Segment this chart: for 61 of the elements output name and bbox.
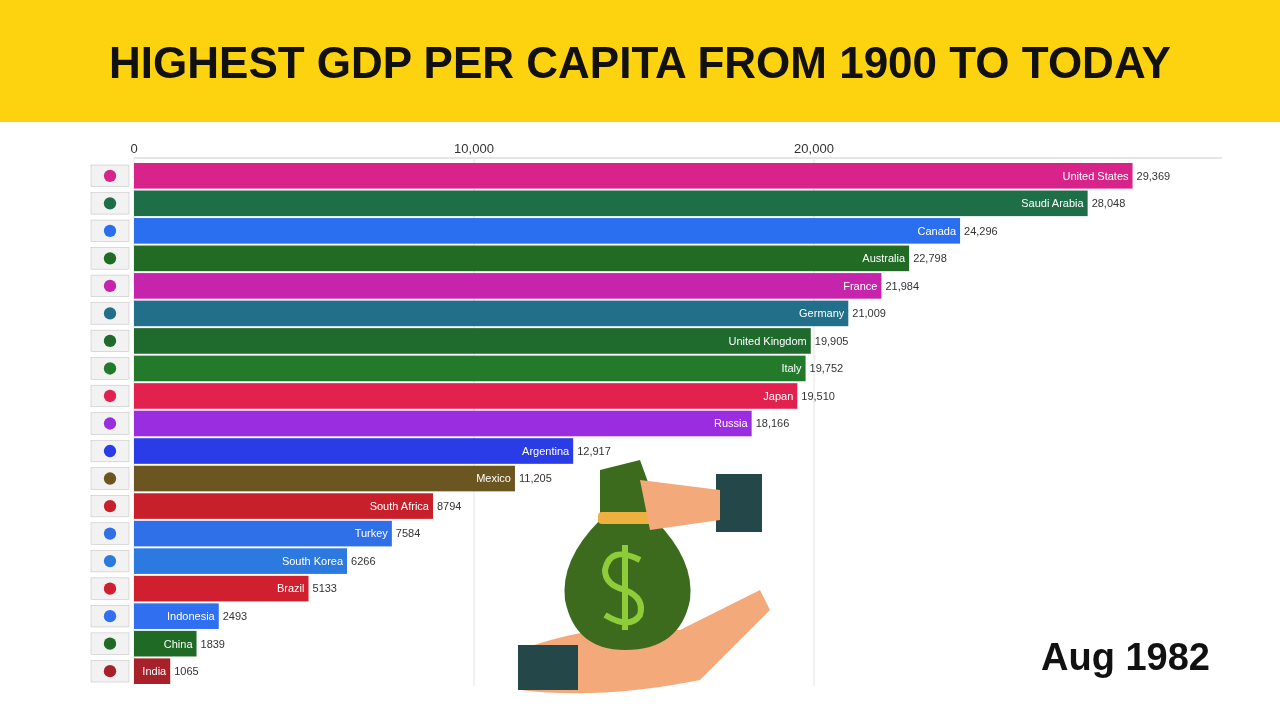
data-label: 2493 bbox=[222, 610, 248, 623]
bar bbox=[134, 630, 197, 657]
annotation: Aug 1982 bbox=[1041, 636, 1210, 678]
data-label: 1065 bbox=[174, 665, 199, 678]
data-label: 7584 bbox=[395, 527, 421, 540]
bar bbox=[134, 603, 219, 629]
y-tick-label: Germany bbox=[799, 307, 845, 320]
data-label: 22,798 bbox=[913, 252, 947, 265]
y-tick-label: United States bbox=[1062, 169, 1130, 182]
bar bbox=[134, 273, 882, 299]
y-tick-label: Japan bbox=[763, 389, 794, 402]
data-label: 11,205 bbox=[518, 472, 552, 485]
y-tick-label: France bbox=[843, 279, 878, 292]
bar bbox=[134, 245, 910, 272]
data-label: 29,369 bbox=[1136, 169, 1171, 182]
y-tick-label: Saudi Arabia bbox=[1021, 197, 1085, 210]
data-label: 6266 bbox=[351, 554, 376, 567]
bar bbox=[134, 355, 806, 382]
data-label: 21,009 bbox=[852, 307, 886, 320]
y-tick-label: South Africa bbox=[369, 499, 430, 512]
y-tick-label: Mexico bbox=[476, 472, 511, 485]
x-tick-label: 10,000 bbox=[454, 141, 494, 156]
bar bbox=[134, 328, 811, 354]
data-label: 18,166 bbox=[755, 417, 790, 430]
data-label: 12,917 bbox=[577, 444, 611, 457]
chart-title: HIGHEST GDP PER CAPITA FROM 1900 TO TODAY bbox=[109, 38, 1171, 87]
bar bbox=[134, 300, 849, 327]
y-tick-label: Indonesia bbox=[167, 610, 216, 623]
y-tick-label: India bbox=[142, 665, 168, 678]
y-tick-label: United Kingdom bbox=[728, 334, 807, 347]
bar bbox=[134, 218, 961, 244]
bar bbox=[134, 548, 348, 574]
bar bbox=[134, 163, 1133, 189]
data-label: 19,905 bbox=[814, 334, 849, 347]
y-tick-label: Australia bbox=[862, 252, 907, 265]
data-label: 21,984 bbox=[885, 279, 920, 292]
bar bbox=[134, 438, 574, 464]
y-tick-label: China bbox=[163, 637, 194, 650]
y-tick-label: Russia bbox=[714, 417, 749, 430]
x-tick-label: 0 bbox=[130, 141, 138, 156]
y-tick-label: Brazil bbox=[277, 582, 305, 595]
data-label: 5133 bbox=[312, 582, 338, 595]
bar bbox=[134, 383, 798, 409]
bar bbox=[134, 465, 515, 492]
data-label: 24,296 bbox=[964, 224, 998, 237]
data-label: 28,048 bbox=[1091, 197, 1126, 210]
bar bbox=[134, 575, 309, 602]
y-tick-label: South Korea bbox=[281, 554, 344, 567]
data-label: 19,510 bbox=[801, 389, 835, 402]
data-label: 19,752 bbox=[809, 362, 844, 375]
y-tick-label: Canada bbox=[917, 224, 957, 237]
x-tick-label: 20,000 bbox=[794, 141, 834, 156]
y-tick-label: Argentina bbox=[522, 444, 571, 457]
y-tick-label: Italy bbox=[781, 362, 803, 375]
data-label: 1839 bbox=[200, 637, 226, 650]
bar bbox=[134, 410, 752, 437]
data-label: 8794 bbox=[437, 499, 462, 512]
y-tick-label: Turkey bbox=[354, 527, 389, 540]
bar bbox=[134, 190, 1088, 217]
bar bbox=[134, 520, 392, 547]
bar bbox=[134, 493, 433, 519]
